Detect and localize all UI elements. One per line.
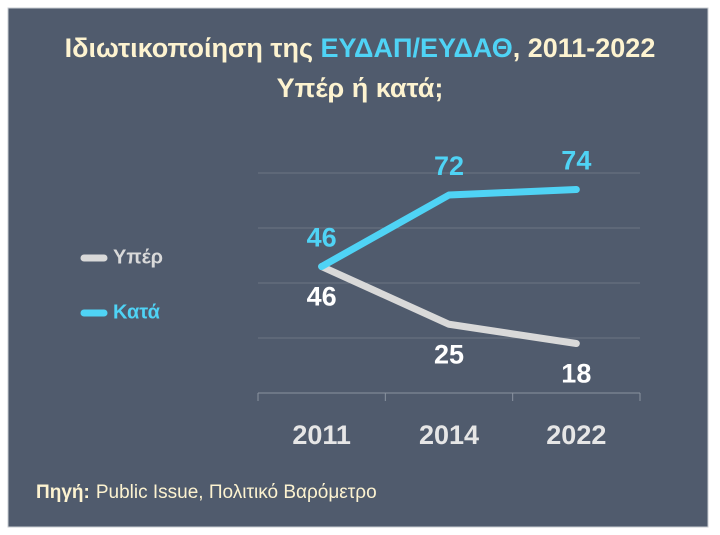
line [318,263,580,347]
chart-title: Ιδιωτικοποίηση της ΕΥΔΑΠ/ΕΥΔΑΘ, 2011-202… [65,33,656,63]
source: Πηγή: Public Issue, Πολιτικό Βαρόμετρο [36,482,377,503]
source-label: Πηγή: [36,482,90,503]
data-label: 25 [434,339,464,369]
line [318,186,580,270]
x-tick-label: 2014 [419,420,479,450]
legend-label: Κατά [113,301,161,323]
data-label: 74 [561,146,591,176]
source-text: Public Issue, Πολιτικό Βαρόμετρο [96,482,377,503]
legend-label: Υπέρ [113,246,163,268]
x-tick-label: 2022 [546,420,606,450]
title-text: Ιδιωτικοποίηση της [65,33,321,63]
data-label: 46 [307,282,337,312]
data-label: 18 [561,359,591,389]
data-label: 72 [434,151,464,181]
x-tick-label: 2011 [292,420,351,450]
chart-subtitle: Υπέρ ή κατά; [277,73,444,103]
title-highlight: ΕΥΔΑΠ/ΕΥΔΑΘ [320,33,512,63]
title-text: , 2011-2022 [513,33,656,63]
data-label: 46 [307,223,337,253]
panel [7,7,709,528]
